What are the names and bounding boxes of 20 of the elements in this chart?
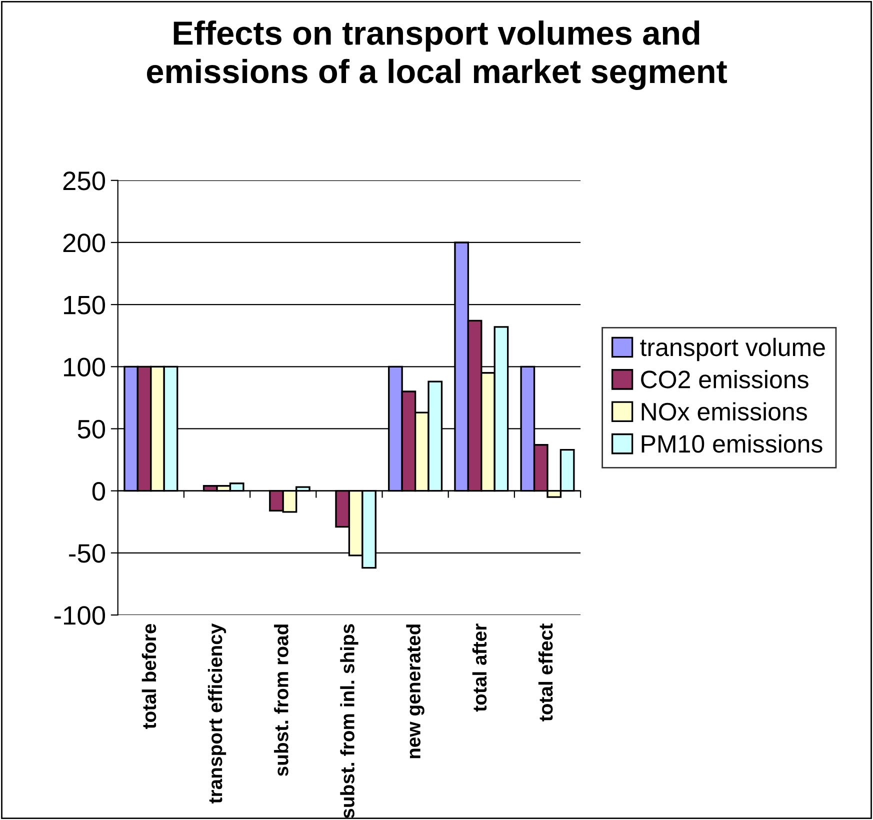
x-tick-label: new generated [406, 624, 424, 758]
x-tick-label: transport efficiency [208, 623, 226, 804]
legend-label: CO2 emissions [641, 370, 808, 388]
y-tick-label: 100 [64, 358, 106, 376]
x-tick-label: total effect [538, 624, 553, 722]
y-tick-label: 150 [64, 296, 106, 314]
y-tick-label: 0 [92, 482, 106, 501]
y-tick-label: -50 [69, 544, 106, 563]
legend-label: PM10 emissions [642, 434, 822, 453]
legend-label: NOx emissions [642, 402, 807, 421]
legend-label: transport volume [640, 338, 825, 362]
x-tick-label: subst. from inl. ships [340, 624, 358, 818]
y-tick-label: -100 [54, 606, 106, 625]
x-tick-label: total after [472, 624, 487, 712]
y-tick-label: 200 [63, 234, 106, 252]
y-tick-label: 50 [78, 420, 106, 439]
x-tick-label: subst. from road [274, 624, 288, 776]
y-tick-label: 250 [63, 172, 106, 190]
chart-title: Effects on transport volumes and emissions of a local market segment [146, 20, 727, 90]
x-tick-label: total before [142, 624, 156, 729]
